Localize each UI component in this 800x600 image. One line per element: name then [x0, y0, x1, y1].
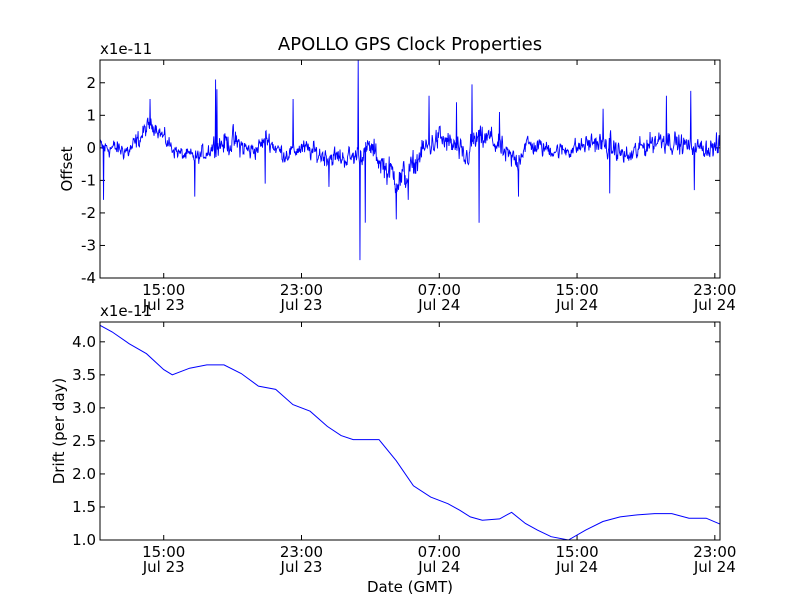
x-tick-time-label: 15:00: [555, 281, 598, 299]
y-tick-label: 1.0: [72, 531, 96, 549]
drift-plot-frame: [99, 321, 721, 541]
x-tick-date-label: Jul 24: [555, 296, 598, 314]
y-tick-label: -3: [81, 236, 96, 254]
y-tick-label: 3.5: [72, 366, 96, 384]
y-tick-label: 1: [86, 106, 96, 124]
x-tick-date-label: Jul 23: [280, 558, 323, 576]
y-tick-label: 4.0: [72, 333, 96, 351]
y-tick-label: 2: [86, 74, 96, 92]
offset-series-line: [100, 60, 720, 261]
drift-plot-ylabel: Drift (per day): [50, 378, 68, 485]
y-tick-label: -4: [81, 269, 96, 287]
y-tick-label: -1: [81, 171, 96, 189]
x-tick-date-label: Jul 24: [693, 296, 736, 314]
chart-title: APOLLO GPS Clock Properties: [278, 34, 542, 55]
x-tick-time-label: 15:00: [142, 543, 185, 561]
x-tick-date-label: Jul 24: [417, 558, 460, 576]
x-tick-date-label: Jul 23: [142, 558, 185, 576]
offset-plot-frame: [99, 59, 721, 279]
x-tick-time-label: 23:00: [280, 281, 323, 299]
offset-plot-multiplier: x1e-11: [100, 40, 152, 58]
x-tick-time-label: 23:00: [693, 281, 736, 299]
x-tick-date-label: Jul 23: [280, 296, 323, 314]
drift-plot-xlabel: Date (GMT): [367, 578, 453, 596]
x-tick-time-label: 07:00: [418, 543, 461, 561]
x-tick-date-label: Jul 24: [555, 558, 598, 576]
x-tick-time-label: 23:00: [280, 543, 323, 561]
x-tick-time-label: 15:00: [555, 543, 598, 561]
drift-plot: x1e-11 Drift (per day) 1.0 1.5 2.0 2.5 3.0 3.…: [50, 302, 736, 596]
x-tick-time-label: 23:00: [693, 543, 736, 561]
drift-series-line: [99, 324, 721, 541]
drift-plot-multiplier: x1e-11: [100, 302, 152, 320]
x-tick-time-label: 07:00: [418, 281, 461, 299]
y-tick-label: 2.5: [72, 432, 96, 450]
y-tick-label: 2.0: [72, 465, 96, 483]
x-tick-time-label: 15:00: [142, 281, 185, 299]
y-tick-label: -2: [81, 204, 96, 222]
offset-plot-ylabel: Offset: [58, 146, 76, 191]
x-tick-date-label: Jul 24: [693, 558, 736, 576]
x-tick-date-label: Jul 24: [417, 296, 460, 314]
y-tick-label: 1.5: [72, 498, 96, 516]
y-tick-label: 3.0: [72, 399, 96, 417]
x-tick-date-label: Jul 23: [142, 296, 185, 314]
y-tick-label: 0: [86, 139, 96, 157]
